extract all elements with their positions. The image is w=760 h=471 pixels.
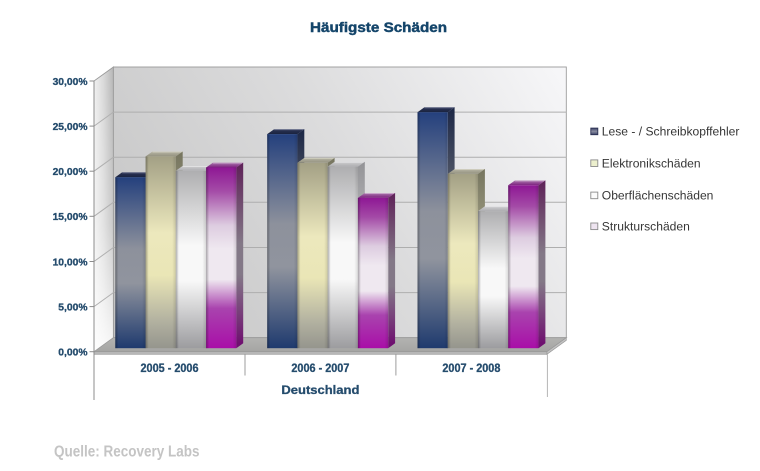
svg-text:Lese - / Schreibkopffehler: Lese - / Schreibkopffehler — [602, 125, 740, 139]
svg-text:Oberflächenschäden: Oberflächenschäden — [602, 189, 714, 203]
svg-text:10,00%: 10,00% — [53, 257, 88, 268]
svg-text:15,00%: 15,00% — [53, 212, 88, 223]
svg-text:Strukturschäden: Strukturschäden — [602, 220, 690, 234]
svg-text:2007 - 2008: 2007 - 2008 — [442, 362, 500, 375]
svg-text:2006 - 2007: 2006 - 2007 — [291, 362, 349, 375]
svg-text:5,00%: 5,00% — [58, 302, 87, 313]
svg-text:Elektronikschäden: Elektronikschäden — [602, 156, 701, 170]
svg-text:Deutschland: Deutschland — [281, 383, 359, 397]
svg-text:Quelle: Recovery Labs: Quelle: Recovery Labs — [54, 444, 200, 461]
svg-text:2005 - 2006: 2005 - 2006 — [141, 362, 199, 375]
svg-text:Häufigste Schäden: Häufigste Schäden — [310, 20, 447, 35]
svg-text:0,00%: 0,00% — [58, 348, 87, 359]
svg-text:20,00%: 20,00% — [53, 167, 88, 178]
svg-text:30,00%: 30,00% — [53, 77, 88, 88]
svg-text:25,00%: 25,00% — [53, 122, 88, 133]
